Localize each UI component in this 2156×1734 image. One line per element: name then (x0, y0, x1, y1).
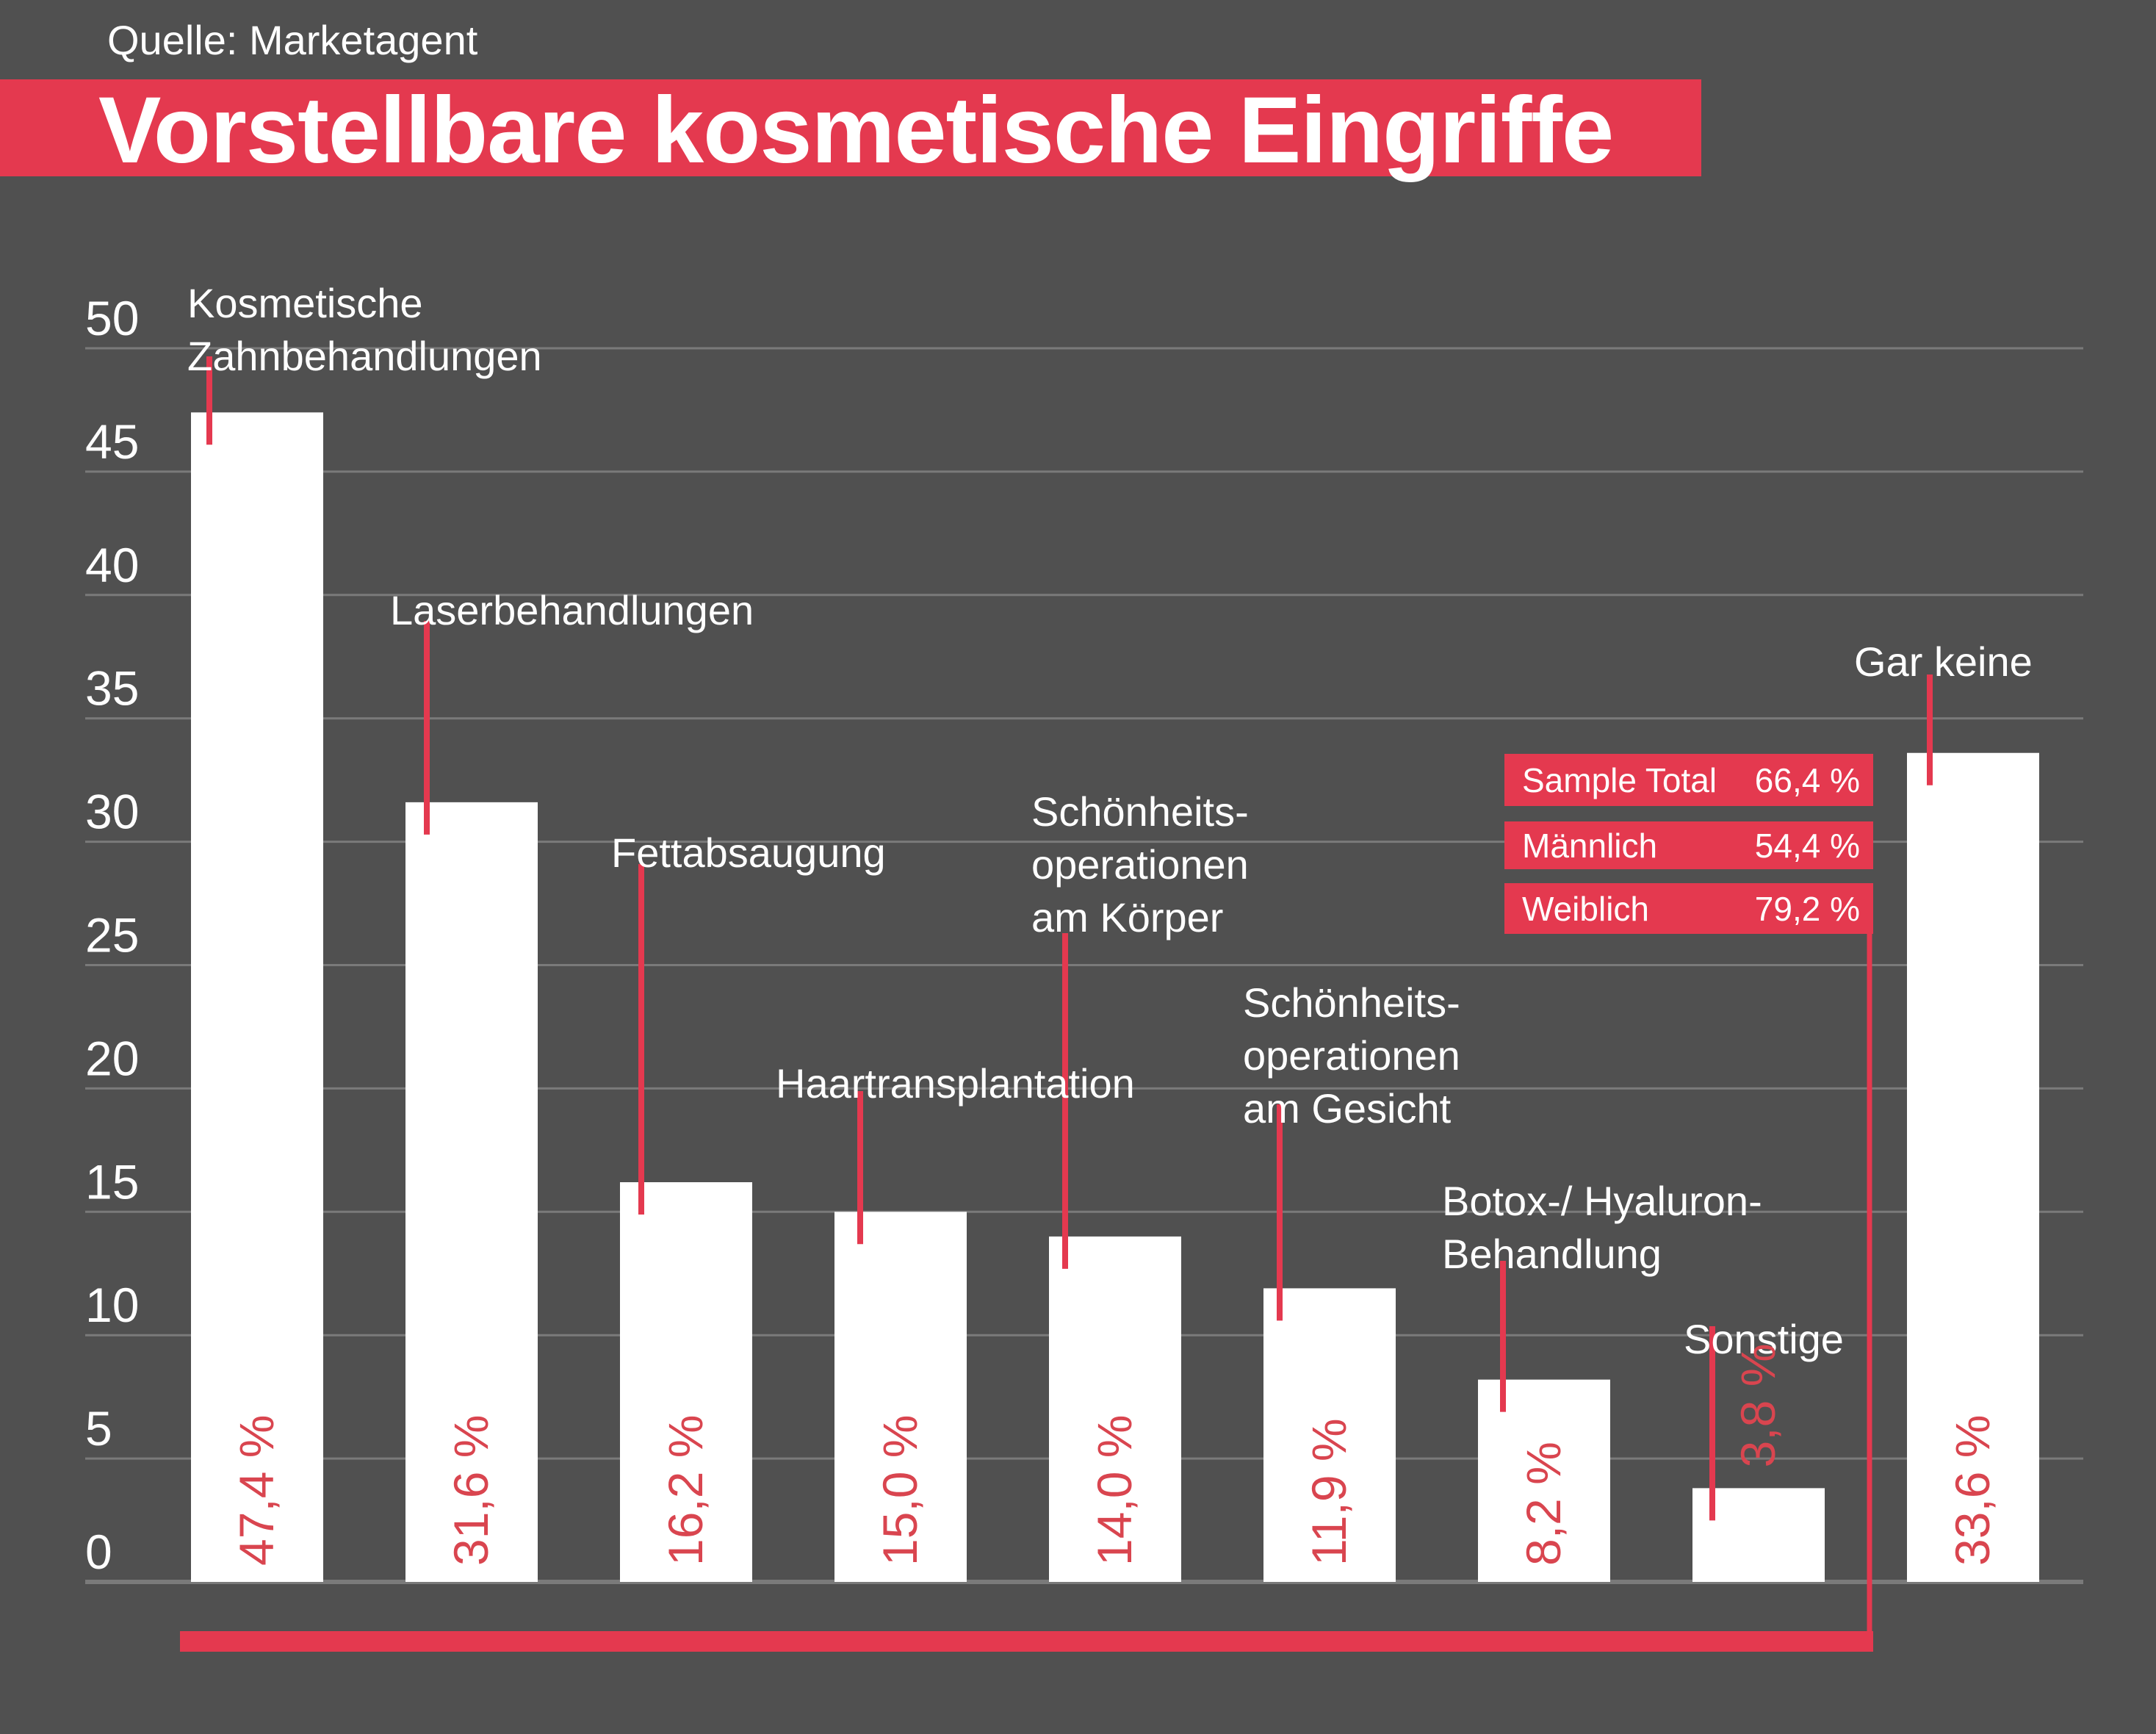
category-label: Haartransplantation (776, 1060, 1135, 1107)
y-tick-label: 25 (85, 908, 139, 963)
category-label: Kosmetische Zahnbehandlungen (187, 280, 542, 379)
y-axis-ticks: 0 5 10 15 20 25 30 35 40 45 50 (85, 291, 139, 1579)
value-labels: 47,4 % 31,6 % 16,2 % 15,0 % 14,0 % 11,9 % 8,2 … (229, 1344, 2000, 1566)
value-label: 33,6 % (1945, 1415, 2000, 1566)
y-tick-label: 50 (85, 291, 139, 345)
category-label: Schönheits-operationen am Körper (1031, 788, 1249, 940)
legend-label: Männlich (1522, 826, 1658, 865)
category-label: Sonstige (1684, 1316, 1844, 1362)
y-tick-label: 45 (85, 414, 139, 469)
bracket-bar (180, 1631, 1873, 1652)
legend-value: 79,2 % (1754, 889, 1860, 928)
y-tick-label: 40 (85, 538, 139, 592)
legend-row-sample-total: Sample Total 66,4 % (1504, 754, 1873, 806)
value-label: 16,2 % (658, 1415, 713, 1566)
leader-lines (206, 356, 1933, 1521)
bar (1907, 752, 2039, 1582)
legend-value: 54,4 % (1754, 826, 1860, 865)
bars (191, 412, 2039, 1582)
legend-value: 66,4 % (1754, 760, 1860, 799)
bar (1049, 1236, 1181, 1582)
category-label: Laserbehandlungen (390, 587, 754, 633)
y-tick-label: 35 (85, 661, 139, 716)
value-label: 8,2 % (1516, 1442, 1571, 1566)
chart-title: Vorstellbare kosmetische Eingriffe (98, 78, 1614, 183)
y-tick-label: 15 (85, 1154, 139, 1209)
group-bracket (180, 934, 1873, 1652)
legend-row-maennlich: Männlich 54,4 % (1504, 821, 1873, 869)
y-tick-label: 10 (85, 1278, 139, 1332)
legend-label: Sample Total (1522, 760, 1717, 799)
category-label: Schönheits-operationen am Gesicht (1243, 979, 1460, 1132)
value-label: 47,4 % (229, 1415, 284, 1566)
y-tick-label: 20 (85, 1031, 139, 1085)
value-label: 15,0 % (873, 1415, 927, 1566)
bar (1478, 1379, 1610, 1582)
legend-row-weiblich: Weiblich 79,2 % (1504, 883, 1873, 934)
bar (834, 1212, 967, 1582)
source-note: Quelle: Marketagent (107, 17, 478, 63)
value-label: 11,9 % (1302, 1418, 1356, 1566)
bar (191, 412, 323, 1582)
y-tick-label: 5 (85, 1401, 112, 1456)
category-label: Botox-/ Hyaluron-Behandlung (1442, 1178, 1762, 1277)
value-label: 3,8 % (1731, 1344, 1785, 1468)
value-label: 14,0 % (1087, 1415, 1142, 1566)
category-label: Gar keine (1854, 638, 2033, 685)
y-tick-label: 0 (85, 1525, 112, 1579)
y-tick-label: 30 (85, 785, 139, 839)
bar (1263, 1288, 1396, 1582)
category-label: Fettabsaugung (611, 830, 886, 876)
category-labels: Kosmetische Zahnbehandlungen Laserbehandlu… (187, 280, 2033, 1362)
bar (620, 1182, 752, 1582)
legend-label: Weiblich (1522, 889, 1649, 928)
title-banner (0, 79, 1701, 176)
value-label: 31,6 % (444, 1415, 498, 1566)
bar (405, 802, 538, 1582)
